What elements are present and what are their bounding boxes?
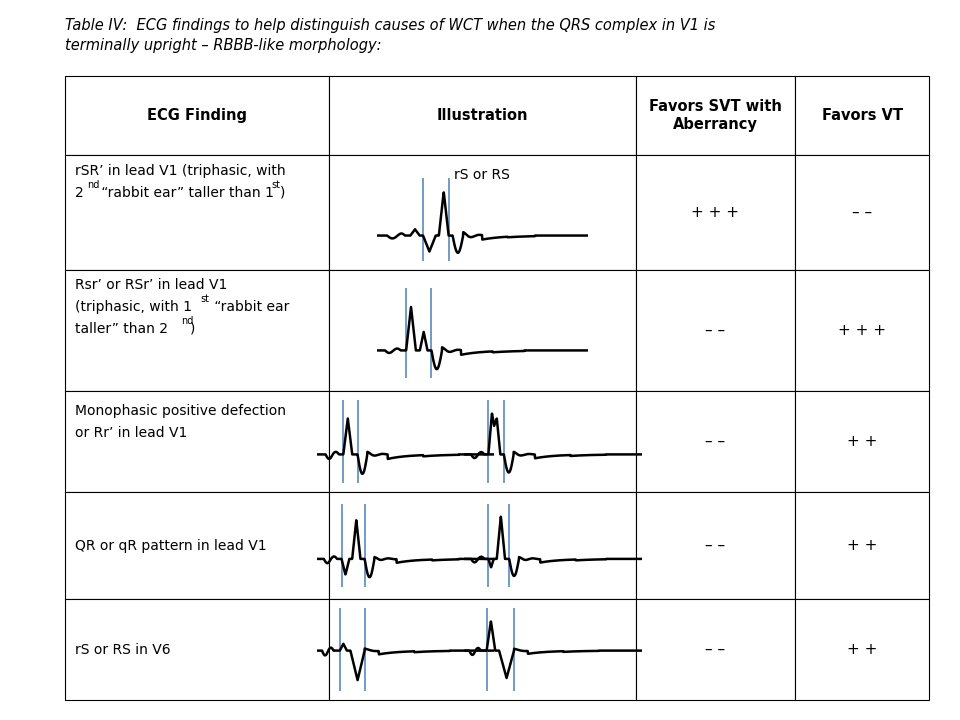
Bar <box>65 156 328 270</box>
Bar <box>795 391 929 492</box>
Text: terminally upright – RBBB-like morphology:: terminally upright – RBBB-like morpholog… <box>65 38 382 53</box>
Bar <box>328 492 636 599</box>
Text: Illustration: Illustration <box>437 108 528 123</box>
Text: Favors SVT with: Favors SVT with <box>649 99 781 114</box>
Bar <box>795 270 929 391</box>
Text: st: st <box>272 180 280 190</box>
Text: rS or RS in V6: rS or RS in V6 <box>75 642 171 657</box>
Bar <box>636 492 795 599</box>
Text: – –: – – <box>706 434 726 449</box>
Bar <box>328 599 636 700</box>
Text: “rabbit ear: “rabbit ear <box>210 300 290 314</box>
Text: Rsr’ or RSr’ in lead V1: Rsr’ or RSr’ in lead V1 <box>75 279 228 292</box>
Bar <box>795 492 929 599</box>
Bar <box>328 270 636 391</box>
Bar <box>795 76 929 156</box>
Bar <box>636 391 795 492</box>
Bar <box>636 270 795 391</box>
Bar <box>636 599 795 700</box>
Text: or Rr’ in lead V1: or Rr’ in lead V1 <box>75 426 187 440</box>
Text: QR or qR pattern in lead V1: QR or qR pattern in lead V1 <box>75 539 267 552</box>
Text: st: st <box>201 294 209 305</box>
Text: Aberrancy: Aberrancy <box>673 117 757 132</box>
Bar <box>636 156 795 270</box>
Text: – –: – – <box>706 323 726 338</box>
Bar <box>328 156 636 270</box>
Text: + +: + + <box>847 434 877 449</box>
Text: Favors VT: Favors VT <box>822 108 903 123</box>
Bar <box>65 391 328 492</box>
Text: rS or RS: rS or RS <box>454 168 510 182</box>
Text: + + +: + + + <box>691 205 739 220</box>
Text: ): ) <box>280 186 286 199</box>
Bar <box>65 492 328 599</box>
Bar <box>65 270 328 391</box>
Text: Table IV:  ECG findings to help distinguish causes of WCT when the QRS complex i: Table IV: ECG findings to help distingui… <box>65 18 715 33</box>
Bar <box>636 76 795 156</box>
Bar <box>65 599 328 700</box>
Bar <box>328 391 636 492</box>
Text: – –: – – <box>852 205 873 220</box>
Text: – –: – – <box>706 538 726 553</box>
Text: ECG Finding: ECG Finding <box>147 108 247 123</box>
Text: (triphasic, with 1: (triphasic, with 1 <box>75 300 192 314</box>
Text: rSR’ in lead V1 (triphasic, with: rSR’ in lead V1 (triphasic, with <box>75 164 285 178</box>
Text: Monophasic positive defection: Monophasic positive defection <box>75 404 286 418</box>
Text: – –: – – <box>706 642 726 657</box>
Text: nd: nd <box>181 316 194 326</box>
Text: ): ) <box>190 322 196 336</box>
Text: + +: + + <box>847 642 877 657</box>
Bar <box>795 599 929 700</box>
Bar <box>65 76 328 156</box>
Text: + +: + + <box>847 538 877 553</box>
Bar <box>328 76 636 156</box>
Text: nd: nd <box>87 180 100 190</box>
Text: “rabbit ear” taller than 1: “rabbit ear” taller than 1 <box>97 186 274 199</box>
Bar <box>795 156 929 270</box>
Text: + + +: + + + <box>838 323 886 338</box>
Text: taller” than 2: taller” than 2 <box>75 322 168 336</box>
Text: 2: 2 <box>75 186 84 199</box>
